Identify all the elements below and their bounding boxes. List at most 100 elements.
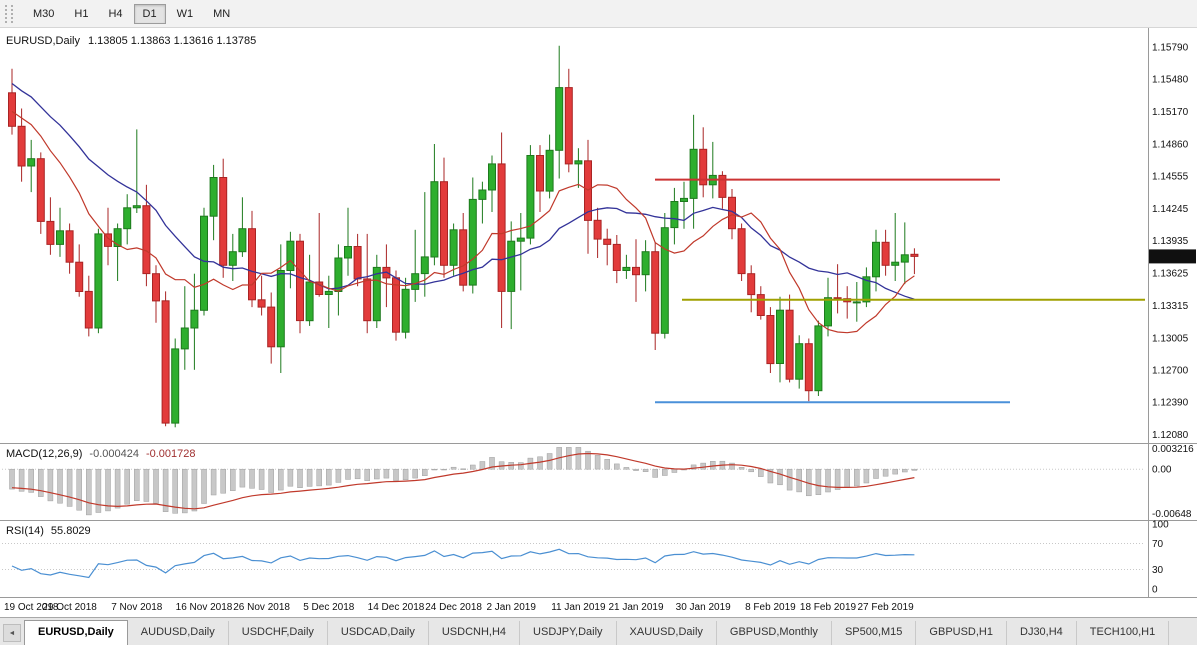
macd-histogram-bar (47, 468, 54, 502)
macd-histogram-bar (162, 468, 169, 512)
chart-tab-eurusd-daily[interactable]: EURUSD,Daily (24, 620, 128, 645)
timeframe-button-m30[interactable]: M30 (24, 4, 63, 24)
candle (497, 163, 506, 292)
macd-histogram-bar (873, 468, 879, 479)
macd-histogram-bar (393, 468, 399, 481)
chart-area[interactable]: 1.15790 1.15480 1.15170 1.14860 1.14555 1.142… (0, 28, 1197, 617)
macd-histogram-bar (86, 468, 92, 516)
candle (353, 246, 362, 280)
candle (372, 266, 381, 322)
chart-tab-usdcad-daily[interactable]: USDCAD,Daily (328, 621, 429, 645)
chart-tab-xauusd-daily[interactable]: XAUUSD,Daily (617, 621, 717, 645)
price-axis-label: 1.15790 (1152, 42, 1189, 53)
candle (46, 220, 55, 245)
timeframe-button-h4[interactable]: H4 (99, 4, 131, 24)
candle (276, 270, 285, 348)
macd-histogram-bar (662, 468, 668, 476)
timeframe-button-w1[interactable]: W1 (168, 4, 203, 24)
price-axis-label: 1.14860 (1152, 140, 1189, 151)
macd-histogram-bar (594, 455, 601, 470)
macd-histogram-bar (748, 468, 754, 473)
ma-slow-line (11, 82, 915, 300)
toolbar-grip[interactable] (5, 4, 13, 23)
chart-tab-audusd-daily[interactable]: AUDUSD,Daily (128, 621, 229, 645)
date-axis-label: 7 Nov 2018 (111, 602, 163, 613)
macd-histogram-bar (844, 468, 850, 488)
macd-histogram-bar (316, 468, 322, 487)
chart-tab-gbpusd-monthly[interactable]: GBPUSD,Monthly (717, 621, 832, 645)
macd-histogram-bar (652, 468, 658, 478)
price-axis[interactable]: 1.15790 1.15480 1.15170 1.14860 1.14555 1.142… (1149, 42, 1196, 596)
candle (344, 246, 352, 259)
candle (612, 243, 621, 271)
timeframe-button-d1[interactable]: D1 (133, 3, 166, 24)
candle (545, 149, 554, 192)
macd-histogram-bar (882, 468, 889, 477)
macd-histogram-bar (825, 468, 831, 493)
macd-histogram-bar (134, 468, 140, 501)
candle (872, 241, 880, 278)
macd-histogram-bar (431, 468, 438, 471)
chart-tab-tech100-h1[interactable]: TECH100,H1 (1077, 621, 1170, 645)
macd-histogram-bar (758, 468, 764, 477)
candle (132, 205, 141, 209)
macd-histogram-bar (671, 468, 678, 473)
candle (305, 281, 314, 322)
candle (17, 125, 26, 167)
date-axis-label: 2 Jan 2019 (486, 602, 536, 613)
timeframe-button-mn[interactable]: MN (204, 4, 239, 24)
macd-histogram-bar (614, 463, 620, 470)
candle (478, 189, 487, 200)
candle (747, 273, 756, 296)
price-axis-label: 1.12080 (1152, 430, 1189, 441)
macd-histogram-bar (892, 468, 898, 475)
date-axis-label: 11 Jan 2019 (551, 602, 606, 613)
candle (814, 325, 823, 392)
candle (171, 348, 180, 424)
candle (401, 288, 410, 333)
candle (228, 251, 237, 266)
macd-histogram-bar (537, 456, 543, 470)
chart-tab-dj30-h4[interactable]: DJ30,H4 (1007, 621, 1077, 645)
price-axis-label: 1.13625 (1152, 269, 1189, 280)
candle (392, 277, 400, 333)
candle (555, 87, 564, 151)
chart-tab-sp500-m15[interactable]: SP500,M15 (832, 621, 917, 645)
price-axis-label: 1.13005 (1152, 333, 1189, 344)
macd-histogram-bar (546, 453, 553, 470)
macd-histogram-bar (402, 468, 409, 481)
chart-tab-usdchf-daily[interactable]: USDCHF,Daily (229, 621, 328, 645)
macd-histogram-bar (28, 468, 34, 493)
macd-histogram-bar (182, 468, 188, 514)
price-axis-label: 1.13315 (1152, 301, 1189, 312)
trendlines[interactable] (655, 178, 1145, 404)
rsi-axis-label: 30 (1152, 565, 1164, 576)
chart-tab-usdcnh-h4[interactable]: USDCNH,H4 (429, 621, 521, 645)
date-axis-label: 14 Dec 2018 (368, 602, 425, 613)
chart-tab-gbpusd-h1[interactable]: GBPUSD,H1 (916, 621, 1007, 645)
macd-histogram-bar (412, 468, 418, 479)
macd-histogram-bar (585, 450, 591, 470)
candle (488, 163, 496, 191)
candle (689, 148, 698, 199)
candle (142, 205, 151, 275)
date-axis-label: 8 Feb 2019 (745, 602, 796, 613)
chart-tab-usdjpy-daily[interactable]: USDJPY,Daily (520, 621, 617, 645)
macd-histogram-bar (172, 468, 178, 514)
macd-histogram-bar (230, 468, 236, 491)
candle (737, 228, 746, 275)
timeframe-button-h1[interactable]: H1 (65, 4, 97, 24)
macd-axis-label: -0.00648 (1152, 509, 1192, 520)
candle (180, 327, 189, 350)
macd-histogram-bar (690, 464, 697, 470)
date-axis-label: 18 Feb 2019 (800, 602, 857, 613)
tab-scroll-left-button[interactable]: ◄ (3, 624, 21, 642)
candle (440, 181, 448, 266)
price-axis-label: 1.12700 (1152, 365, 1189, 376)
candle (910, 253, 919, 257)
candle (507, 240, 516, 292)
macd-histogram-bar (470, 464, 476, 470)
macd-histogram-bar (335, 468, 342, 483)
macd-histogram-bar (239, 468, 246, 488)
